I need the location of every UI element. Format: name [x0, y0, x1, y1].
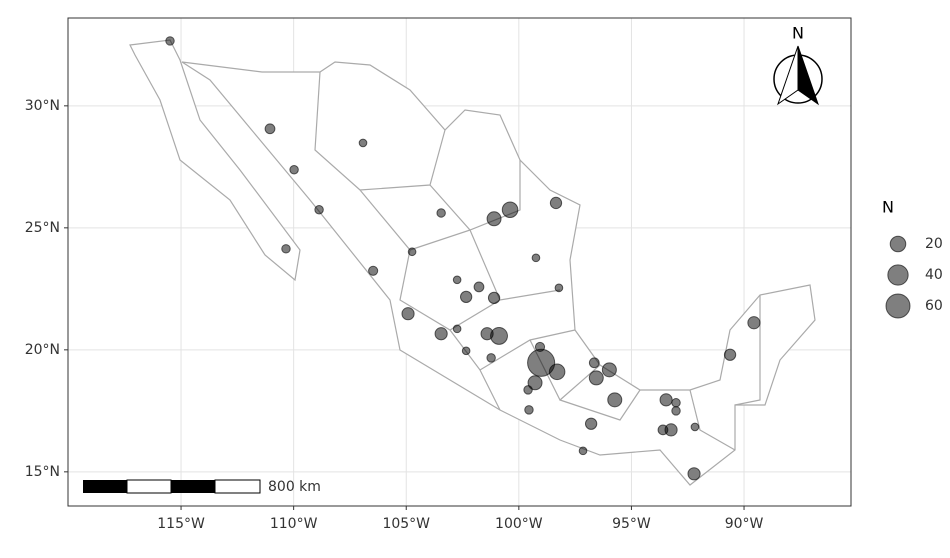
point — [664, 423, 678, 437]
point — [281, 244, 291, 254]
point — [523, 385, 533, 395]
point — [436, 208, 446, 218]
point — [690, 422, 700, 432]
point — [264, 123, 276, 135]
point — [314, 205, 324, 215]
legend-key — [885, 293, 911, 319]
point — [601, 362, 617, 378]
scale-bar-label: 800 km — [268, 479, 321, 495]
legend-label: 60 — [925, 298, 943, 314]
x-tick-label: 115°W — [157, 516, 205, 532]
point — [524, 405, 534, 415]
y-tick-label: 25°N — [25, 220, 60, 236]
x-tick-label: 100°W — [495, 516, 543, 532]
point — [358, 138, 368, 148]
x-tick-label: 105°W — [382, 516, 430, 532]
country-outline — [129, 39, 816, 486]
point — [527, 348, 556, 377]
point — [486, 353, 496, 363]
points — [165, 36, 761, 481]
point — [434, 327, 448, 341]
panel-border — [67, 17, 852, 507]
legend-key — [889, 235, 907, 253]
point — [584, 417, 598, 430]
point — [747, 316, 761, 330]
legend-key — [887, 264, 909, 286]
y-tick-label: 15°N — [25, 464, 60, 480]
north-arrow-right — [797, 45, 819, 106]
point — [501, 201, 519, 219]
north-arrow: N — [773, 24, 823, 106]
point — [671, 398, 681, 408]
point — [588, 370, 604, 386]
point — [671, 406, 681, 416]
legend-title: N — [882, 198, 894, 217]
legend-label: 20 — [925, 236, 943, 252]
point — [165, 36, 175, 46]
point — [659, 393, 673, 407]
point — [578, 446, 588, 456]
y-tick-label: 30°N — [25, 98, 60, 114]
scale-segment — [214, 479, 261, 494]
legend-label: 40 — [925, 267, 943, 283]
legend: N 20 40 60 — [882, 198, 943, 319]
scale-segment — [83, 480, 127, 493]
point — [548, 363, 566, 381]
point — [723, 348, 737, 361]
point — [452, 324, 462, 334]
point — [473, 281, 485, 293]
point — [490, 326, 508, 345]
point — [407, 247, 417, 257]
scale-bar: 800 km — [83, 479, 321, 495]
point — [461, 346, 471, 356]
point — [486, 211, 502, 227]
point — [459, 290, 473, 304]
x-tick-label: 90°W — [725, 516, 764, 532]
x-tick-label: 95°W — [612, 516, 651, 532]
point — [687, 467, 701, 481]
point — [527, 375, 543, 391]
point — [487, 291, 501, 305]
point — [289, 165, 299, 175]
north-label: N — [792, 24, 804, 43]
y-tick-label: 20°N — [25, 342, 60, 358]
point — [368, 265, 379, 276]
x-tick-label: 110°W — [270, 516, 318, 532]
point — [452, 275, 462, 285]
point — [549, 196, 563, 210]
point — [531, 253, 541, 263]
point — [588, 357, 600, 369]
point — [607, 392, 623, 408]
scale-segment — [171, 480, 215, 493]
baja-peninsula — [129, 39, 301, 282]
point — [401, 307, 415, 321]
scale-segment — [126, 479, 172, 494]
point — [554, 283, 564, 293]
